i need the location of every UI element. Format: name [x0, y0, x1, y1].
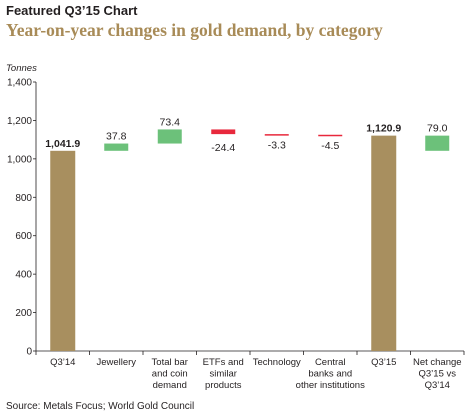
x-category-label: Q3’15 — [371, 357, 396, 368]
bar-increase — [157, 129, 182, 144]
x-category-label: Total bar — [152, 357, 188, 368]
x-category-label: demand — [153, 380, 187, 391]
bar-decrease — [264, 134, 289, 136]
x-category-label: Technology — [253, 357, 301, 368]
bar-total — [50, 150, 76, 351]
y-tick-label: 200 — [15, 308, 32, 319]
y-tick-label: 1,000 — [7, 154, 32, 165]
y-tick-label: 1,400 — [7, 78, 32, 89]
x-category-label: ETFs and — [203, 357, 244, 368]
bar-value-label: -24.4 — [211, 142, 235, 154]
y-tick-label: 1,200 — [7, 116, 32, 127]
x-category-label: Q3’15 vs — [419, 369, 457, 380]
bar-value-label: 37.8 — [106, 131, 127, 143]
bar-value-label: -3.3 — [268, 139, 286, 151]
x-category-label: and coin — [152, 369, 188, 380]
x-category-label: other institutions — [296, 380, 365, 391]
bar-value-label: -4.5 — [321, 140, 339, 152]
chart-subtitle: Year-on-year changes in gold demand, by … — [6, 20, 383, 40]
bar-value-label: 73.4 — [160, 116, 181, 128]
x-category-label: banks and — [308, 369, 352, 380]
x-category-label: Jewellery — [96, 357, 136, 368]
bar-decrease — [211, 129, 236, 135]
y-tick-label: 800 — [15, 193, 32, 204]
y-axis-label: Tonnes — [6, 63, 37, 74]
x-category-label: Net change — [413, 357, 462, 368]
featured-chart-title: Featured Q3’15 Chart — [6, 3, 138, 18]
x-category-label: products — [205, 380, 242, 391]
y-tick-label: 400 — [15, 270, 32, 281]
bar-increase — [425, 135, 450, 151]
bar-value-label: 1,120.9 — [366, 123, 401, 135]
x-category-label: Q3’14 — [425, 380, 450, 391]
bar-value-label: 79.0 — [427, 123, 448, 135]
x-category-label: Q3’14 — [50, 357, 75, 368]
y-tick-label: 0 — [26, 347, 32, 358]
x-category-label: Central — [315, 357, 346, 368]
x-category-label: similar — [210, 369, 237, 380]
source-note: Source: Metals Focus; World Gold Council — [6, 401, 195, 412]
bar-total — [371, 135, 397, 351]
bar-value-label: 1,041.9 — [45, 138, 80, 150]
chart-header: Featured Q3’15 Chart Year-on-year change… — [6, 3, 470, 41]
bar-decrease — [318, 134, 343, 137]
y-tick-label: 600 — [15, 231, 32, 242]
bar-increase — [104, 143, 129, 151]
